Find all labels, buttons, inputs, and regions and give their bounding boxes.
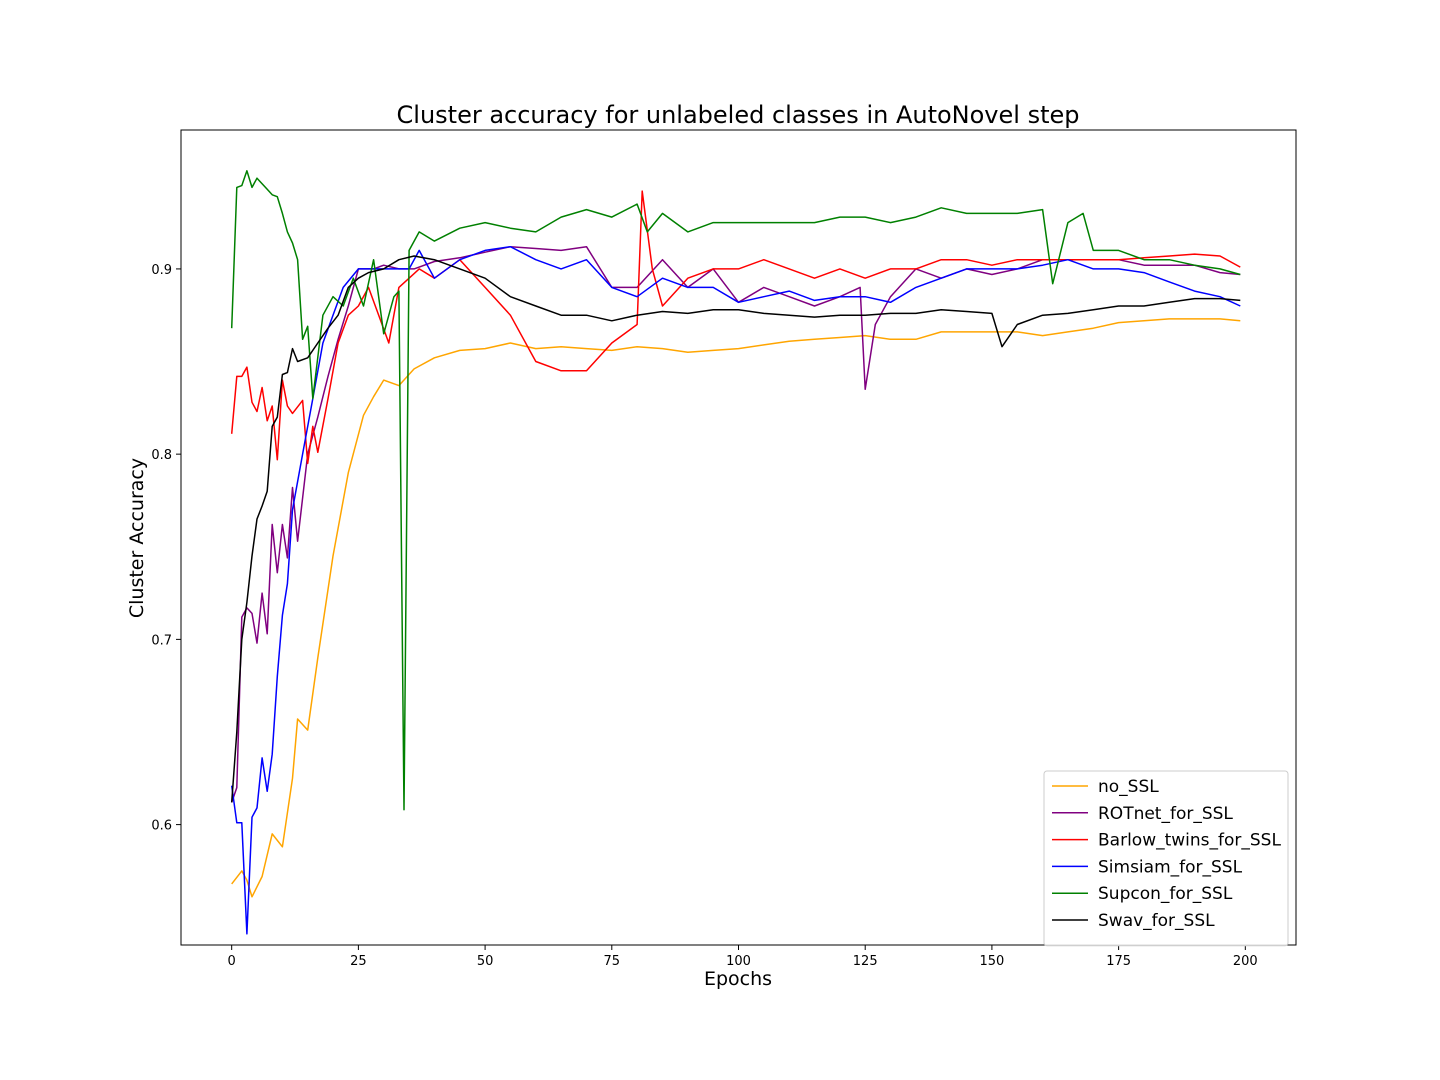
- legend-label: Swav_for_SSL: [1098, 911, 1215, 931]
- x-tick-label: 175: [1106, 954, 1131, 969]
- series-line-barlow-twins-for-ssl: [230, 190, 1241, 465]
- x-tick-label: 75: [604, 954, 621, 969]
- series-line-supcon-for-ssl: [230, 170, 1241, 811]
- x-tick-label: 100: [726, 954, 751, 969]
- legend-label: ROTnet_for_SSL: [1098, 804, 1233, 824]
- x-tick-label: 200: [1233, 954, 1258, 969]
- legend-label: Simsiam_for_SSL: [1098, 857, 1243, 877]
- x-tick-label: 150: [979, 954, 1004, 969]
- legend-label: Supcon_for_SSL: [1098, 884, 1233, 904]
- legend-label: Barlow_twins_for_SSL: [1098, 831, 1281, 851]
- legend-label: no_SSL: [1098, 777, 1159, 797]
- y-tick-label: 0.7: [151, 633, 172, 648]
- x-tick-label: 0: [228, 954, 236, 969]
- chart-title: Cluster accuracy for unlabeled classes i…: [397, 101, 1080, 129]
- x-tick-label: 50: [477, 954, 494, 969]
- y-tick-label: 0.6: [151, 819, 172, 834]
- legend: [1043, 770, 1289, 947]
- y-axis-label: Cluster Accuracy: [126, 458, 148, 618]
- y-tick-label: 0.8: [151, 448, 172, 463]
- series-line-swav-for-ssl: [230, 255, 1241, 803]
- plot-area: [180, 129, 1297, 946]
- series-line-rotnet-for-ssl: [230, 245, 1241, 803]
- y-tick-label: 0.9: [151, 263, 172, 278]
- series-line-no-ssl: [231, 318, 1241, 898]
- x-tick-label: 125: [853, 954, 878, 969]
- x-axis-label: Epochs: [704, 968, 772, 990]
- series-line-simsiam-for-ssl: [230, 245, 1241, 935]
- x-tick-label: 25: [350, 954, 367, 969]
